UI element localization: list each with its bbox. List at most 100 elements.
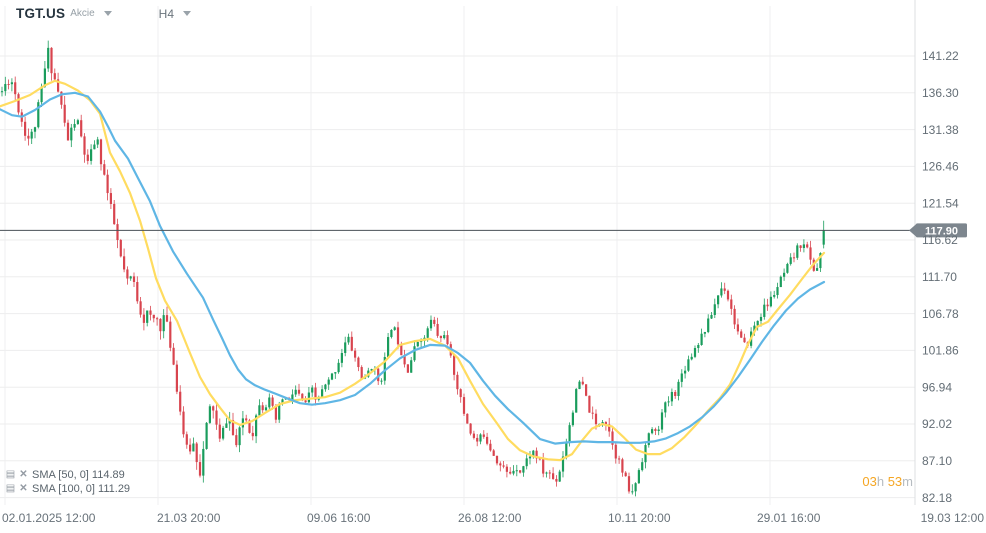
candle-body: [248, 420, 251, 433]
candle-body: [776, 287, 779, 296]
candle-body: [641, 462, 644, 471]
candle-body: [783, 272, 786, 277]
candle-body: [792, 257, 796, 259]
candle-body: [456, 374, 459, 390]
candle-body: [321, 389, 324, 397]
time-tick-label: 26.08 12:00: [458, 511, 522, 525]
candle-body: [736, 324, 739, 332]
candle-countdown: 03h 53m: [862, 474, 913, 489]
price-tick-label: 82.18: [922, 491, 952, 505]
candle-body: [436, 323, 439, 336]
candle-body: [697, 344, 700, 349]
candle-body: [66, 122, 70, 141]
candle-body: [677, 381, 680, 397]
candle-body: [684, 370, 687, 374]
candle-body: [86, 154, 89, 161]
candle-body: [515, 470, 518, 472]
candle-body: [40, 86, 43, 103]
countdown-hours: 03: [862, 474, 877, 489]
candle-body: [726, 290, 730, 300]
candle-body: [357, 357, 360, 368]
candle-body: [225, 423, 228, 428]
candle-body: [324, 384, 327, 390]
candle-body: [466, 413, 469, 424]
indicator-settings-icon[interactable]: ▤: [5, 483, 16, 494]
candle-body: [647, 433, 650, 446]
candle-body: [264, 407, 268, 411]
price-tick-label: 101.86: [922, 344, 959, 358]
candle-body: [255, 415, 258, 437]
candle-body: [502, 465, 505, 467]
candle-body: [601, 422, 604, 424]
time-tick-label: 21.03 20:00: [157, 511, 221, 525]
candle-body: [730, 299, 733, 309]
candle-body: [390, 329, 393, 338]
price-tick-label: 87.10: [922, 454, 952, 468]
candle-body: [499, 463, 502, 466]
candle-body: [433, 319, 436, 324]
time-axis[interactable]: 02.01.2025 12:00 21.03 20:00 09.06 16:00 26…: [2, 511, 984, 525]
candle-body: [416, 342, 419, 347]
candle-body: [274, 405, 277, 420]
chart-header: TGT.US Akcie H4: [16, 6, 191, 21]
candle-body: [24, 121, 27, 136]
candle-body: [594, 413, 598, 425]
candle-body: [261, 405, 264, 411]
candle-body: [27, 135, 30, 139]
candle-body: [406, 364, 409, 373]
candle-body: [60, 91, 63, 105]
candle-body: [469, 423, 472, 434]
indicator-settings-icon[interactable]: ▤: [5, 469, 16, 480]
candle-body: [311, 387, 314, 393]
time-tick-label: 10.11 20:00: [608, 511, 671, 525]
sma100-line: [0, 91, 826, 445]
candle-body: [816, 268, 819, 271]
candle-body: [169, 321, 172, 348]
price-badge-arrow: [909, 223, 917, 238]
price-axis[interactable]: 141.22 136.30 131.38 126.46 121.54 116.62 111.…: [922, 49, 959, 505]
candle-body: [542, 458, 545, 474]
candle-body: [106, 174, 109, 194]
candle-body: [205, 422, 208, 449]
candle-body: [693, 348, 697, 357]
candle-body: [218, 424, 221, 439]
indicator-remove-icon[interactable]: ✕: [19, 469, 28, 480]
symbol-name[interactable]: TGT.US: [16, 6, 66, 21]
candle-body: [268, 397, 271, 408]
symbol-dropdown-caret-icon[interactable]: [103, 11, 112, 16]
candle-body: [17, 94, 20, 113]
timeframe-selector[interactable]: H4: [158, 6, 174, 21]
candle-body: [80, 120, 83, 137]
candle-body: [631, 491, 634, 493]
candle-body: [156, 318, 159, 320]
sma100-path: [0, 91, 826, 445]
candle-body: [558, 471, 561, 482]
price-tick-label: 136.30: [922, 86, 959, 100]
candle-body: [152, 314, 155, 319]
candle-body: [703, 332, 706, 334]
candle-body: [162, 315, 165, 332]
candle-body: [281, 399, 284, 404]
candle-body: [575, 389, 578, 413]
timeframe-dropdown-caret-icon[interactable]: [183, 11, 191, 16]
candle-body: [476, 437, 479, 442]
candle-body: [43, 68, 46, 87]
candle-body: [103, 164, 106, 175]
candle-body: [581, 381, 584, 385]
candle-body: [627, 476, 631, 492]
candle-body: [505, 466, 508, 472]
candle-body: [119, 240, 122, 257]
countdown-minutes: 53: [887, 474, 903, 489]
candle-body: [538, 458, 541, 460]
candle-body: [420, 340, 423, 343]
candle-body: [459, 389, 462, 398]
candle-body: [165, 315, 169, 322]
candle-body: [307, 392, 310, 403]
candle-body: [354, 350, 357, 358]
indicator-remove-icon[interactable]: ✕: [19, 483, 28, 494]
candle-body: [707, 318, 710, 333]
candle-body: [330, 373, 334, 380]
candle-body: [400, 344, 403, 356]
candle-body: [443, 335, 446, 339]
